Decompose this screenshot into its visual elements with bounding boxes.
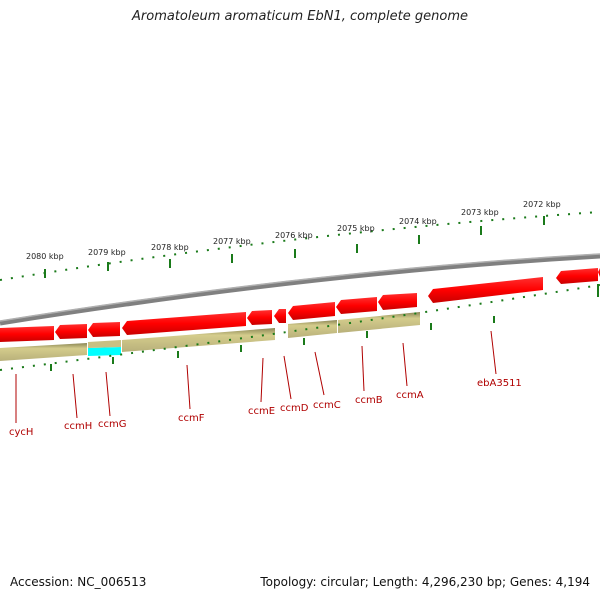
accession-text: Accession: NC_006513: [10, 575, 147, 589]
cds-next[interactable]: [556, 268, 598, 284]
scale-label-2074: 2074 kbp: [399, 217, 437, 226]
gene-label-ccmC: ccmC: [313, 400, 341, 411]
label-leaders: [15, 330, 497, 423]
cds-ccmF[interactable]: [122, 312, 246, 335]
gene-label-ccmD: ccmD: [280, 403, 309, 414]
scale-major-ticks: [44, 216, 545, 278]
scale-label-2076: 2076 kbp: [275, 231, 313, 240]
scale-label-2079: 2079 kbp: [88, 248, 126, 257]
scale-label-2077: 2077 kbp: [213, 237, 251, 246]
scale-label-2072: 2072 kbp: [523, 200, 561, 209]
gene-label-ccmH: ccmH: [64, 421, 92, 432]
lower-major-ticks: [50, 284, 599, 371]
gene-label-ebA3511: ebA3511: [477, 378, 522, 389]
gene-label-ccmB: ccmB: [355, 395, 383, 406]
cds-ccmE[interactable]: [247, 310, 272, 325]
gene-label-cycH: cycH: [9, 427, 33, 438]
scale-ring-lower: [0, 284, 600, 371]
cds-ccmB[interactable]: [336, 297, 377, 314]
gene-bar-ccmF[interactable]: [122, 328, 275, 352]
gene-bar-ccmCDE[interactable]: [288, 320, 337, 338]
gene-bar-ccmG[interactable]: [88, 347, 121, 356]
scale-label-2078: 2078 kbp: [151, 243, 189, 252]
scale-label-2080: 2080 kbp: [26, 252, 64, 261]
gene-label-ccmA: ccmA: [396, 390, 424, 401]
cds-ccmG[interactable]: [88, 322, 120, 337]
cds-track: [0, 268, 600, 342]
gene-label-ccmG: ccmG: [98, 419, 127, 430]
scale-label-2075: 2075 kbp: [337, 224, 375, 233]
cds-ccmA[interactable]: [378, 293, 417, 310]
scale-label-2073: 2073 kbp: [461, 208, 499, 217]
gene-track: [0, 312, 420, 361]
gene-label-ccmE: ccmE: [248, 406, 275, 417]
genome-backbone: [0, 253, 600, 326]
gene-bar-left[interactable]: [0, 343, 87, 361]
gene-label-ccmF: ccmF: [178, 413, 205, 424]
cds-ccmH[interactable]: [55, 324, 87, 339]
cds-ccmC[interactable]: [288, 302, 335, 320]
cds-cycH[interactable]: [0, 326, 54, 342]
scale-ring-upper: [0, 211, 600, 281]
cds-ebA3511[interactable]: [428, 277, 543, 303]
genome-summary-text: Topology: circular; Length: 4,296,230 bp…: [260, 575, 590, 589]
gene-bar-ccmAB[interactable]: [338, 312, 420, 333]
map-title: Aromatoleum aromaticum EbN1, complete ge…: [132, 9, 468, 24]
cds-ccmD[interactable]: [274, 309, 286, 323]
